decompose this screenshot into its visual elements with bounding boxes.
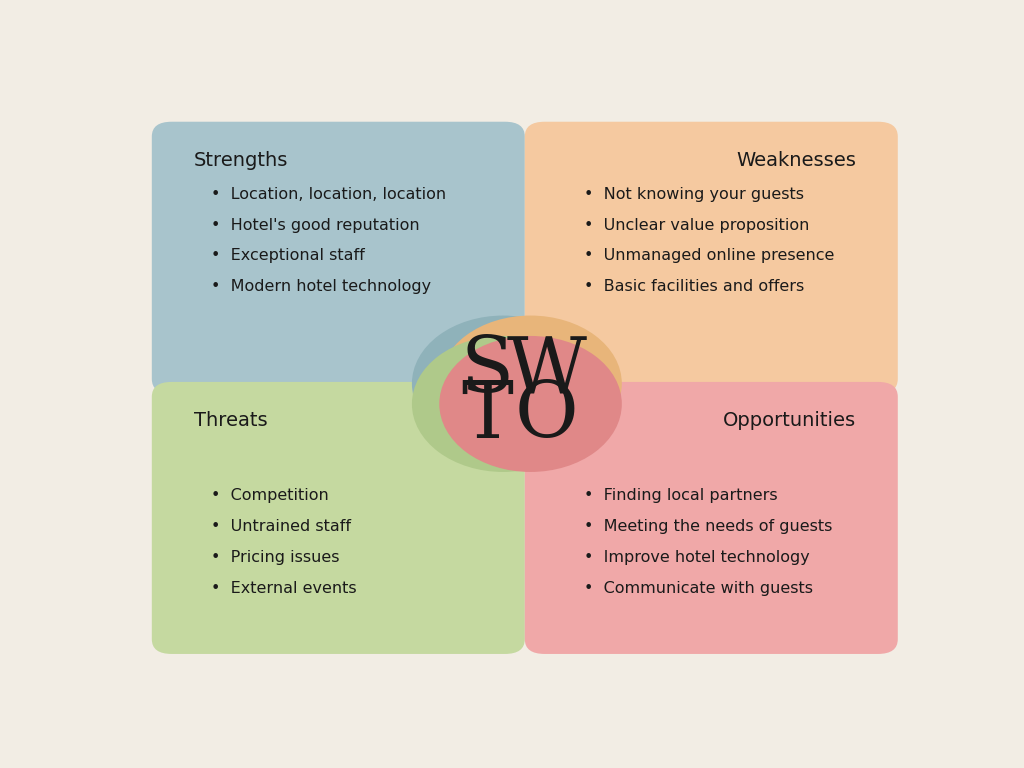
FancyBboxPatch shape [152, 121, 524, 394]
Ellipse shape [412, 336, 595, 472]
Ellipse shape [439, 336, 622, 472]
Text: •  Unmanaged online presence: • Unmanaged online presence [585, 248, 835, 263]
Text: Opportunities: Opportunities [723, 412, 856, 431]
Text: Strengths: Strengths [194, 151, 288, 170]
FancyBboxPatch shape [524, 121, 898, 394]
Text: •  Finding local partners: • Finding local partners [585, 488, 778, 503]
FancyBboxPatch shape [152, 382, 524, 654]
Text: •  Basic facilities and offers: • Basic facilities and offers [585, 279, 805, 294]
Text: •  External events: • External events [211, 581, 357, 596]
Text: T: T [461, 379, 513, 454]
Text: W: W [507, 333, 587, 409]
Text: •  Meeting the needs of guests: • Meeting the needs of guests [585, 519, 833, 534]
Text: •  Untrained staff: • Untrained staff [211, 519, 351, 534]
Text: Weaknesses: Weaknesses [736, 151, 856, 170]
Text: O: O [515, 379, 579, 454]
Text: •  Unclear value proposition: • Unclear value proposition [585, 217, 810, 233]
Text: •  Exceptional staff: • Exceptional staff [211, 248, 366, 263]
Text: •  Communicate with guests: • Communicate with guests [585, 581, 813, 596]
Text: •  Modern hotel technology: • Modern hotel technology [211, 279, 431, 294]
Text: •  Hotel's good reputation: • Hotel's good reputation [211, 217, 420, 233]
FancyBboxPatch shape [524, 382, 898, 654]
Text: S: S [460, 333, 513, 409]
Text: Threats: Threats [194, 412, 267, 431]
Text: •  Location, location, location: • Location, location, location [211, 187, 446, 202]
Text: •  Competition: • Competition [211, 488, 329, 503]
Ellipse shape [412, 316, 595, 452]
Ellipse shape [439, 316, 622, 452]
Text: •  Improve hotel technology: • Improve hotel technology [585, 550, 810, 565]
Text: •  Pricing issues: • Pricing issues [211, 550, 340, 565]
Text: •  Not knowing your guests: • Not knowing your guests [585, 187, 804, 202]
